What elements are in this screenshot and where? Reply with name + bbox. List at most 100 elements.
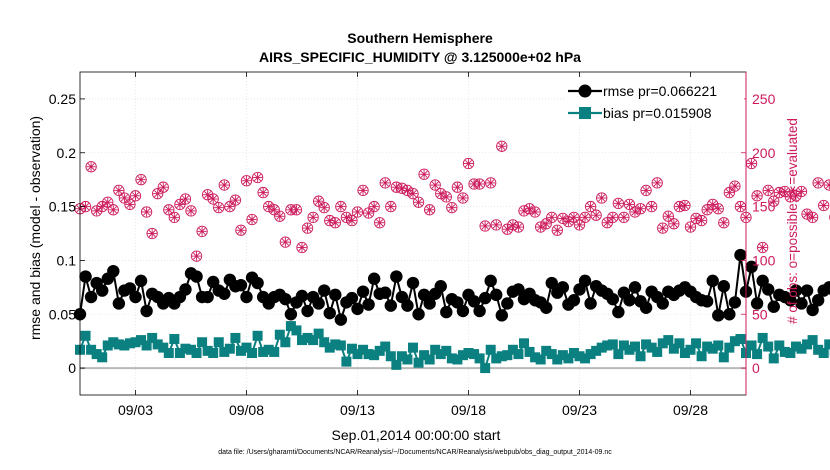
obs-evaluated-point (125, 199, 135, 210)
rmse-point (490, 288, 503, 302)
bias-point (313, 328, 324, 339)
y-tick-label: 0.25 (49, 91, 76, 107)
obs-evaluated-point (330, 218, 340, 228)
obs-evaluated-point (302, 223, 313, 233)
bias-point (380, 341, 391, 352)
obs-possible-point (729, 180, 741, 192)
obs-possible-point (362, 207, 375, 219)
obs-possible-point (301, 222, 314, 234)
obs-possible-point (385, 200, 397, 213)
y-right-tick-label: 150 (752, 199, 776, 215)
rmse-point (379, 286, 392, 299)
bias-point (707, 343, 718, 354)
obs-possible-point (451, 181, 464, 193)
bias-point (757, 332, 768, 343)
bias-point (191, 348, 202, 359)
obs-evaluated-point (541, 219, 551, 229)
bias-point (613, 349, 624, 360)
obs-possible-point (757, 241, 769, 254)
bias-point (491, 353, 502, 364)
obs-evaluated-point (591, 210, 601, 220)
obs-possible-point (490, 219, 502, 231)
obs-evaluated-point (230, 195, 240, 205)
rmse-point (107, 264, 120, 278)
obs-evaluated-point (674, 201, 684, 212)
bias-point (269, 346, 280, 357)
obs-possible-point (185, 205, 197, 217)
obs-evaluated-point (269, 205, 279, 215)
obs-possible-point (312, 195, 325, 207)
bias-point (235, 345, 246, 356)
rmse-point (345, 291, 359, 305)
obs-evaluated-point (569, 212, 579, 222)
obs-possible-point (163, 204, 175, 216)
obs-evaluated-point (197, 226, 207, 236)
obs-evaluated-point (480, 221, 490, 231)
obs-evaluated-point (746, 158, 757, 169)
rmse-point (762, 283, 775, 296)
bias-point (807, 335, 818, 346)
obs-possible-point (251, 171, 264, 184)
rmse-point (367, 272, 381, 285)
obs-evaluated-point (258, 187, 268, 198)
obs-evaluated-point (763, 185, 773, 196)
obs-evaluated-point (119, 193, 129, 203)
rmse-point (456, 304, 470, 318)
rmse-point (656, 297, 669, 310)
bias-point (585, 349, 596, 360)
rmse-point (806, 303, 819, 317)
obs-evaluated-point (436, 189, 446, 199)
obs-evaluated-point (214, 203, 224, 213)
obs-evaluated-point (730, 181, 740, 191)
y-right-tick-label: 0 (752, 360, 760, 376)
rmse-point (84, 290, 98, 304)
obs-evaluated-point (613, 198, 623, 208)
rmse-point (406, 276, 420, 290)
bias-point (591, 345, 602, 356)
legend-box (566, 78, 744, 126)
y-right-ticks: 0 50 100 150 200 250 (741, 72, 776, 395)
legend: rmse pr=0.066221 bias pr=0.015908 (566, 78, 744, 126)
bias-point (685, 344, 696, 355)
bias-point (724, 342, 735, 353)
bias-point (341, 356, 352, 367)
bias-point (263, 344, 274, 355)
rmse-point (540, 301, 553, 314)
bias-point (530, 352, 541, 363)
obs-evaluated-point (241, 176, 252, 186)
bias-point (324, 342, 335, 353)
rmse-point (134, 274, 148, 288)
obs-evaluated-point (813, 178, 823, 188)
bias-point (574, 351, 585, 362)
obs-evaluated-point (719, 218, 729, 228)
bias-point (308, 335, 319, 346)
obs-possible-point (618, 211, 630, 224)
obs-evaluated-point (247, 214, 257, 225)
bias-point (563, 353, 574, 364)
obs-evaluated-point (552, 225, 562, 235)
obs-evaluated-point (652, 178, 662, 188)
obs-evaluated-point (536, 222, 546, 232)
rmse-point (362, 298, 375, 311)
bias-point (541, 345, 552, 356)
obs-evaluated-point (796, 186, 807, 197)
rmse-point (606, 292, 619, 306)
obs-evaluated-point (658, 223, 668, 233)
rmse-point (795, 297, 808, 310)
bias-point (607, 339, 618, 350)
obs-evaluated-point (574, 220, 585, 230)
bias-point (452, 354, 463, 365)
bias-point (507, 344, 518, 355)
obs-evaluated-point (430, 180, 440, 190)
bias-point (535, 354, 546, 365)
obs-evaluated-point (419, 169, 429, 179)
obs-possible-point (224, 200, 236, 213)
obs-possible-point (279, 236, 291, 248)
obs-possible-point (457, 192, 469, 204)
bias-point (113, 339, 124, 350)
bias-point (718, 352, 729, 363)
rmse-point (140, 304, 153, 318)
y-ticks: 0 0.05 0.1 0.15 0.2 0.25 (49, 91, 85, 376)
obs-evaluated-point (275, 211, 285, 221)
